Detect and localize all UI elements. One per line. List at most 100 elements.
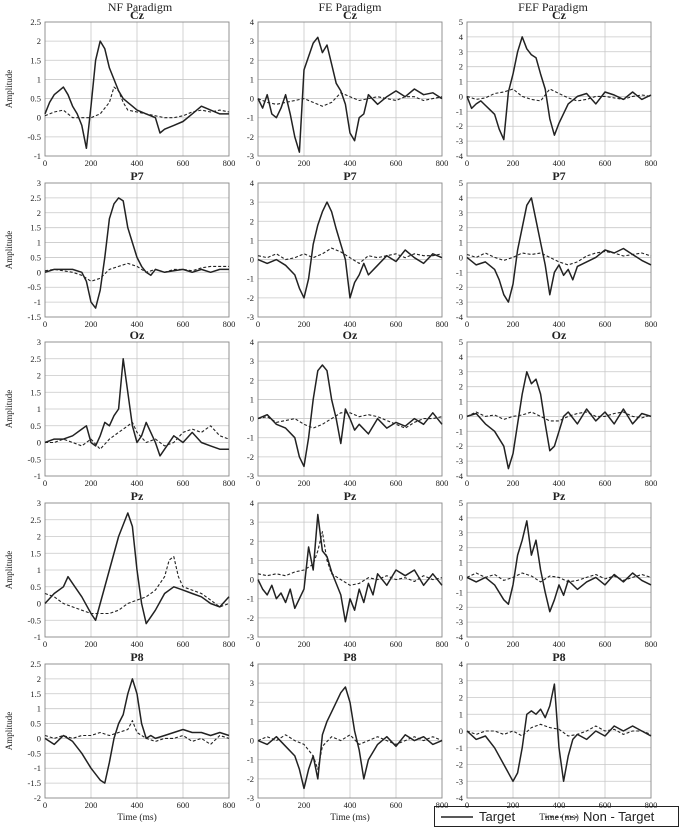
y-axis-label: Amplitude <box>4 712 14 751</box>
y-tick-label: 1 <box>37 74 41 84</box>
x-tick-label: 200 <box>507 158 520 168</box>
y-tick-label: -3 <box>247 312 254 322</box>
nontarget-series-line <box>466 88 652 102</box>
y-tick-label: 0 <box>37 438 41 448</box>
x-tick-label: 400 <box>344 478 357 488</box>
x-tick-label: 0 <box>256 639 260 649</box>
subplot-p7-2: 0 200 400 600 800 -4 -3 -2 -1 0 1 2 3 4 5 P7 <box>456 169 657 329</box>
y-tick-label: 3 <box>37 337 41 347</box>
subplot-title: Oz <box>552 328 567 342</box>
x-tick-label: 0 <box>465 639 469 649</box>
target-series-line <box>466 520 652 613</box>
x-tick-label: 400 <box>553 319 566 329</box>
y-tick-label: 4 <box>459 659 464 669</box>
subplot-title: Cz <box>130 8 145 22</box>
y-tick-label: 1 <box>250 74 254 84</box>
x-tick-label: 400 <box>344 319 357 329</box>
x-tick-label: 400 <box>344 639 357 649</box>
y-tick-label: 3 <box>250 356 254 366</box>
legend: Target Non - Target <box>434 806 679 827</box>
y-tick-label: -3 <box>456 776 463 786</box>
y-tick-label: 3 <box>250 197 254 207</box>
y-tick-label: 0 <box>37 733 41 743</box>
y-tick-label: -2 <box>34 793 41 803</box>
y-tick-label: 2 <box>37 674 41 684</box>
y-tick-label: 2 <box>250 697 254 707</box>
x-tick-label: 0 <box>43 478 47 488</box>
x-tick-label: 600 <box>599 639 612 649</box>
subplot-title: Pz <box>553 489 566 503</box>
y-tick-label: -1 <box>247 594 254 604</box>
y-tick-label: 0.5 <box>30 421 41 431</box>
plot-frame <box>257 341 443 477</box>
y-tick-label: -3 <box>456 136 463 146</box>
y-tick-label: -3 <box>247 632 254 642</box>
y-tick-label: 0.5 <box>30 252 41 262</box>
x-tick-label: 200 <box>85 639 98 649</box>
y-tick-label: -1 <box>34 297 41 307</box>
subplot-cz-2: 0 200 400 600 800 -4 -3 -2 -1 0 1 2 3 4 5 Cz <box>456 8 657 168</box>
x-tick-label: 400 <box>553 158 566 168</box>
y-tick-label: -3 <box>247 151 254 161</box>
x-tick-label: 800 <box>645 478 658 488</box>
x-tick-label: 0 <box>43 319 47 329</box>
y-tick-label: -4 <box>456 793 464 803</box>
y-tick-label: 3 <box>37 178 41 188</box>
y-tick-label: 4 <box>250 17 255 27</box>
plot-frame <box>44 502 230 638</box>
y-tick-label: -2 <box>247 613 254 623</box>
x-tick-label: 800 <box>223 478 236 488</box>
y-tick-label: 2 <box>459 543 463 553</box>
column-header-nf: NF Paradigm <box>107 0 173 14</box>
target-series-line <box>44 678 230 784</box>
x-tick-label: 400 <box>131 800 144 810</box>
x-tick-label: 0 <box>43 800 47 810</box>
plot-frame <box>44 182 230 318</box>
x-tick-label: 600 <box>599 800 612 810</box>
nontarget-series-line <box>257 734 443 770</box>
y-axis-label: Amplitude <box>4 551 14 590</box>
subplot-title: P7 <box>343 169 356 183</box>
x-tick-label: 200 <box>298 800 311 810</box>
y-tick-label: 1 <box>250 394 254 404</box>
y-tick-label: 0 <box>250 255 254 265</box>
y-tick-label: -0.5 <box>28 132 41 142</box>
plot-frame <box>44 341 230 477</box>
x-tick-label: 800 <box>436 158 449 168</box>
target-series-line <box>466 197 652 303</box>
x-tick-label: 600 <box>177 319 190 329</box>
x-tick-label: 800 <box>645 800 658 810</box>
target-series-line <box>44 40 229 150</box>
nontarget-series-line <box>466 572 652 583</box>
x-tick-label: 200 <box>298 478 311 488</box>
y-tick-label: 0 <box>250 575 254 585</box>
y-tick-label: -1 <box>456 106 463 116</box>
subplot-title: Pz <box>131 489 144 503</box>
y-tick-label: 3 <box>459 47 463 57</box>
x-tick-label: 200 <box>298 158 311 168</box>
subplot-pz-0: 0 200 400 600 800 -1 -0.5 0 0.5 1 1.5 2 2.5 3 Pz Amplit… <box>4 489 235 649</box>
x-tick-label: 800 <box>436 800 449 810</box>
x-tick-label: 600 <box>177 478 190 488</box>
y-tick-label: -3 <box>456 456 463 466</box>
y-axis-label: Amplitude <box>4 70 14 109</box>
y-tick-label: 0 <box>459 726 463 736</box>
column-header-fef: FEF Paradigm <box>518 0 588 14</box>
y-tick-label: 3 <box>459 367 463 377</box>
nontarget-series-line <box>257 247 443 264</box>
y-tick-label: 3 <box>250 517 254 527</box>
y-tick-label: -1 <box>247 113 254 123</box>
y-tick-label: -1 <box>456 426 463 436</box>
target-series-line <box>257 36 443 153</box>
x-tick-label: 200 <box>507 800 520 810</box>
subplot-title: P7 <box>552 169 565 183</box>
x-tick-label: 400 <box>553 800 566 810</box>
nontarget-series-line <box>466 411 652 422</box>
y-tick-label: -0.5 <box>28 454 41 464</box>
nontarget-series-line <box>257 412 443 429</box>
x-tick-label: 0 <box>256 319 260 329</box>
subplot-oz-1: 0 200 400 600 800 -3 -2 -1 0 1 2 3 4 Oz <box>247 328 448 488</box>
subplot-title: Oz <box>130 328 145 342</box>
x-tick-label: 400 <box>344 158 357 168</box>
y-tick-label: 4 <box>459 193 464 203</box>
